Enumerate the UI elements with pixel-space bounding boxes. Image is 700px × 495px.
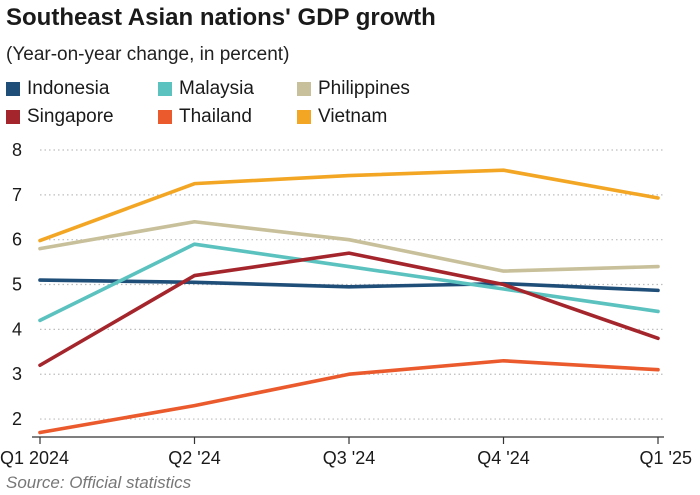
legend-item-thailand: Thailand xyxy=(158,106,252,128)
x-tick-label-4: Q1 '25 xyxy=(640,448,692,468)
legend-item-vietnam: Vietnam xyxy=(297,106,387,128)
legend-swatch-malaysia xyxy=(158,82,172,96)
legend-item-indonesia: Indonesia xyxy=(6,78,109,100)
legend-item-malaysia: Malaysia xyxy=(158,78,254,100)
legend-label-philippines: Philippines xyxy=(318,78,410,99)
legend-item-singapore: Singapore xyxy=(6,106,114,128)
source-note: Source: Official statistics xyxy=(6,473,192,492)
chart-title: Southeast Asian nations' GDP growth xyxy=(6,4,436,31)
legend-label-vietnam: Vietnam xyxy=(318,106,388,127)
x-tick-label-2: Q3 '24 xyxy=(323,448,375,468)
x-tick-label-1: Q2 '24 xyxy=(168,448,220,468)
series-line-thailand xyxy=(38,358,660,435)
y-tick-label-7: 7 xyxy=(12,185,22,205)
y-tick-label-6: 6 xyxy=(12,230,22,250)
series-line-indonesia xyxy=(38,278,660,293)
y-tick-label-8: 8 xyxy=(12,140,22,160)
legend-label-thailand: Thailand xyxy=(179,106,252,127)
series-line-vietnam xyxy=(38,168,660,243)
chart-subtitle: (Year-on-year change, in percent) xyxy=(6,44,290,65)
y-tick-label-4: 4 xyxy=(12,319,22,339)
series-line-philippines xyxy=(38,219,660,273)
legend-swatch-singapore xyxy=(6,110,20,124)
legend-swatch-vietnam xyxy=(297,110,311,124)
x-tick-label-3: Q4 '24 xyxy=(477,448,529,468)
y-tick-label-3: 3 xyxy=(12,364,22,384)
legend-swatch-indonesia xyxy=(6,82,20,96)
legend-item-philippines: Philippines xyxy=(297,78,410,100)
legend-swatch-philippines xyxy=(297,82,311,96)
legend-label-singapore: Singapore xyxy=(27,106,114,127)
legend-label-indonesia: Indonesia xyxy=(27,78,110,99)
y-tick-label-2: 2 xyxy=(12,409,22,429)
legend-swatch-thailand xyxy=(158,110,172,124)
legend-label-malaysia: Malaysia xyxy=(179,78,254,99)
x-tick-label-0: Q1 2024 xyxy=(0,448,69,468)
y-tick-label-5: 5 xyxy=(12,275,22,295)
